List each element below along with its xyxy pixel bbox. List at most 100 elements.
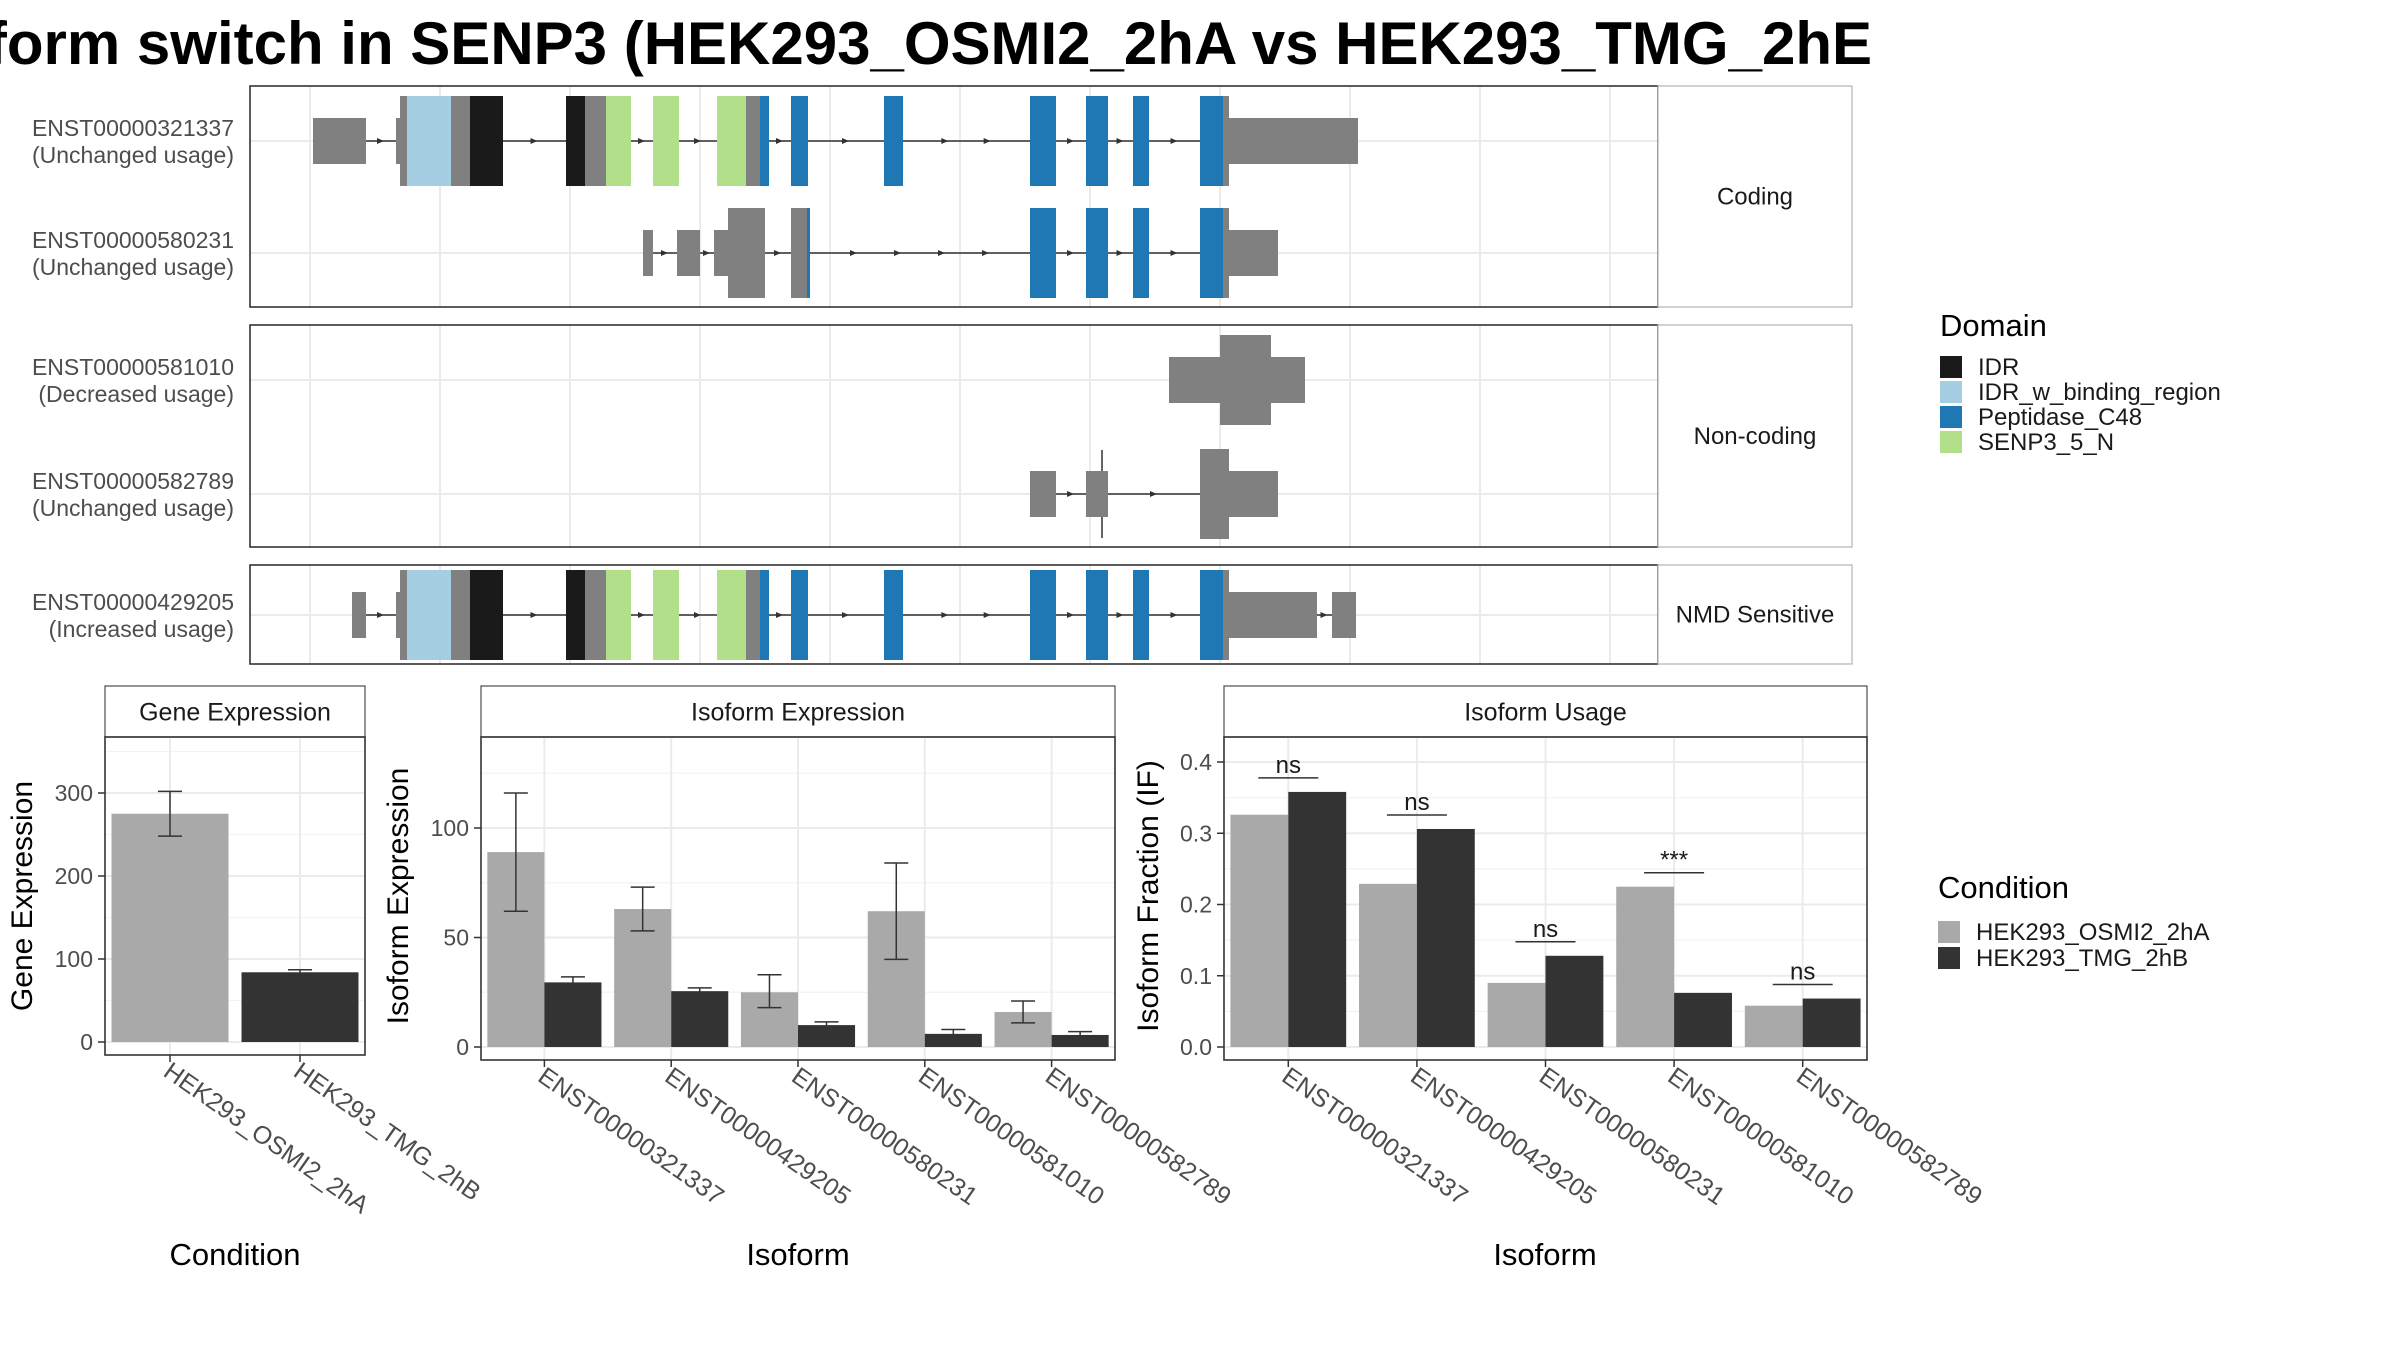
intron-arrow — [1150, 491, 1157, 497]
exon-block — [400, 96, 407, 186]
facet-strip — [1657, 564, 1853, 665]
exon-block — [746, 570, 760, 660]
exon-block — [714, 230, 728, 276]
significance-label: *** — [1660, 847, 1688, 874]
intron-arrow — [1116, 138, 1124, 144]
intron-arrow — [530, 612, 538, 618]
bar — [924, 1033, 982, 1047]
y-tick-label: 0.2 — [1180, 892, 1212, 918]
transcript-track: ENST00000429205(Increased usage) — [32, 570, 1356, 660]
exon-block — [1229, 592, 1317, 638]
y-tick-label: 0.4 — [1180, 749, 1212, 775]
transcript-usage-label: (Unchanged usage) — [32, 254, 234, 280]
y-tick-label: 0 — [456, 1034, 469, 1060]
facet-strip — [1657, 324, 1853, 548]
exon-block — [1030, 471, 1056, 517]
intron-arrow — [377, 138, 384, 144]
bar — [1051, 1034, 1109, 1047]
legend-swatch — [1940, 431, 1962, 453]
chart-strip — [104, 685, 366, 738]
chart-title: Gene Expression — [139, 699, 331, 727]
significance-label: ns — [1404, 789, 1429, 816]
intron-arrow — [982, 250, 989, 256]
exon-block — [606, 96, 631, 186]
intron-arrow — [1067, 138, 1074, 144]
chart-title: Isoform Expression — [691, 699, 905, 727]
exon-block — [1223, 570, 1229, 660]
transcript-track: ENST00000580231(Unchanged usage) — [32, 208, 1278, 298]
legend-swatch — [1940, 406, 1962, 428]
chart-strip — [1223, 685, 1868, 738]
exon-block — [470, 570, 503, 660]
bar — [1616, 886, 1675, 1047]
bar — [1288, 791, 1347, 1047]
facet-strip-label: Coding — [1717, 184, 1793, 211]
page-title: he isoform switch in SENP3 (HEK293_OSMI2… — [0, 10, 1872, 77]
y-tick-label: 100 — [431, 815, 469, 841]
bar — [614, 909, 672, 1047]
exon-block — [1086, 570, 1108, 660]
intron-arrow — [1067, 491, 1074, 497]
exon-block — [884, 570, 903, 660]
exon-block — [451, 96, 470, 186]
exon-block — [653, 96, 679, 186]
bar — [1230, 814, 1289, 1047]
exon-block — [1200, 96, 1223, 186]
exon-block — [728, 208, 765, 298]
exon-block — [585, 570, 606, 660]
intron-arrow — [1067, 612, 1074, 618]
exon-block — [1200, 208, 1223, 298]
intron-arrow — [894, 250, 901, 256]
legend-label: IDR_w_binding_region — [1978, 379, 2221, 406]
transcript-group-1: ENST00000581010(Decreased usage)ENST0000… — [32, 324, 1853, 548]
y-axis-title: Isoform Fraction (IF) — [1132, 760, 1165, 1032]
intron-arrow — [638, 612, 645, 618]
exon-block — [1229, 118, 1358, 164]
significance-label: ns — [1533, 916, 1558, 943]
exon-block — [566, 570, 585, 660]
exon-block — [1086, 471, 1108, 517]
bar — [1416, 828, 1475, 1047]
exon-block — [396, 592, 400, 638]
exon-block — [585, 96, 606, 186]
transcript-track: ENST00000581010(Decreased usage) — [32, 335, 1305, 425]
exon-block — [407, 96, 451, 186]
exon-block — [1332, 592, 1356, 638]
exon-block — [606, 570, 631, 660]
bar — [1744, 1005, 1803, 1047]
exon-block — [1271, 357, 1305, 403]
bar — [671, 991, 729, 1047]
legend-label: HEK293_TMG_2hB — [1976, 945, 2188, 972]
intron-arrow — [694, 612, 701, 618]
facet-strip-label: Non-coding — [1694, 423, 1817, 450]
intron-arrow — [1067, 250, 1074, 256]
exon-block — [400, 570, 407, 660]
exon-block — [1133, 208, 1149, 298]
exon-block — [1030, 208, 1056, 298]
intron-arrow — [941, 612, 949, 618]
intron-arrow — [703, 250, 710, 256]
transcript-track: ENST00000582789(Unchanged usage) — [32, 449, 1278, 539]
transcript-id-label: ENST00000581010 — [32, 354, 234, 380]
bar — [798, 1025, 856, 1047]
exon-block — [717, 570, 746, 660]
intron-arrow — [530, 138, 538, 144]
exon-block — [760, 96, 769, 186]
intron-arrow — [776, 138, 783, 144]
intron-arrow — [1116, 250, 1124, 256]
exon-block — [807, 208, 810, 298]
intron-arrow — [850, 250, 857, 256]
domain-legend-title: Domain — [1940, 308, 2047, 343]
intron-arrow — [983, 612, 991, 618]
exon-block — [313, 118, 366, 164]
exon-block — [1086, 208, 1108, 298]
legend-swatch — [1938, 947, 1960, 969]
exon-block — [653, 570, 679, 660]
chart-2: Isoform Usagensnsns***ns0.00.10.20.30.4E… — [1132, 685, 1987, 1272]
exon-block — [1030, 570, 1056, 660]
exon-block — [760, 570, 769, 660]
bar — [544, 982, 602, 1047]
bar — [1359, 883, 1417, 1047]
intron-arrow — [1170, 138, 1178, 144]
legend-label: Peptidase_C48 — [1978, 404, 2142, 431]
